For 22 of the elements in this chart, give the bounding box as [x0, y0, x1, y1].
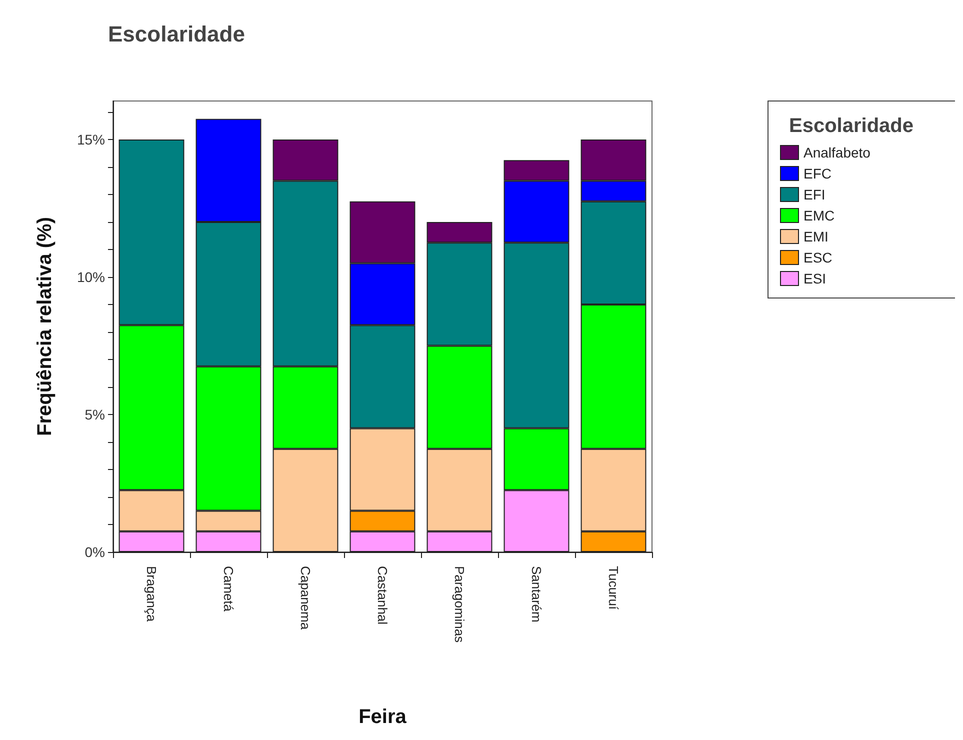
- legend-title: Escolaridade: [789, 115, 914, 137]
- x-axis-title: Feira: [358, 706, 408, 728]
- legend-label: ESC: [804, 250, 832, 266]
- legend-label: EFC: [804, 166, 832, 182]
- x-tick-label: Paragominas: [452, 566, 467, 644]
- y-tick-label: 15%: [76, 132, 105, 148]
- legend-label: EFI: [804, 186, 826, 202]
- x-tick-label: Cametá: [221, 566, 236, 612]
- x-tick-label: Capanema: [298, 566, 313, 630]
- y-axis-title: Freqüência relativa (%): [34, 217, 56, 436]
- y-tick-label: 10%: [76, 269, 105, 285]
- legend-label: EMC: [804, 208, 835, 224]
- y-tick-label: 5%: [84, 406, 105, 422]
- legend-label: EMI: [804, 228, 828, 244]
- legend-label: Analfabeto: [804, 144, 871, 160]
- x-tick-label: Castanhal: [375, 566, 390, 625]
- x-tick-label: Bragança: [144, 566, 159, 622]
- x-tick-label: Tucuruí: [606, 566, 621, 610]
- y-tick-label: 0%: [84, 544, 105, 560]
- legend-label: ESI: [804, 270, 826, 286]
- x-tick-label: Santarém: [529, 566, 544, 622]
- chart-title: Escolaridade: [108, 22, 245, 46]
